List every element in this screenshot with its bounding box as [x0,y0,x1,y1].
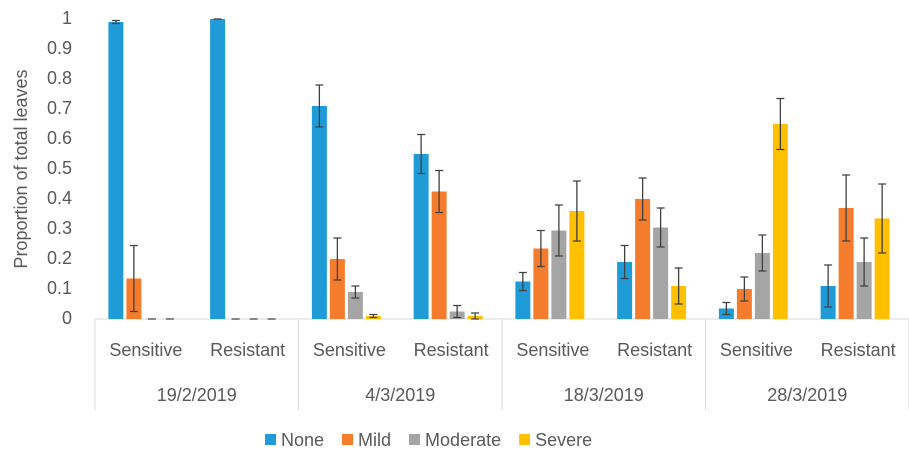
error-bar [315,84,324,128]
error-bar [824,264,833,308]
bar [635,199,651,319]
error-bar [417,133,426,175]
bar [431,191,447,319]
y-tick-label: 0.8 [47,68,72,88]
bar [108,22,124,319]
bar [413,154,429,319]
y-tick-label: 0 [62,308,72,328]
legend-label: Severe [535,430,592,450]
y-tick-label: 0.1 [47,278,72,298]
error-bar [111,19,120,25]
y-axis-title: Proportion of total leaves [11,69,31,268]
group-label: 18/3/2019 [564,385,644,405]
y-tick-label: 0.3 [47,218,72,238]
legend-swatch [265,434,276,445]
error-bar [674,267,683,305]
bar [329,259,345,319]
legend-label: Mild [358,430,391,450]
group-label: 4/3/2019 [365,385,435,405]
legend-swatch [409,434,421,445]
bar [856,262,872,319]
bar [838,208,854,319]
bar [736,289,752,319]
y-tick-label: 0.9 [47,38,72,58]
bar [569,211,585,319]
x-tick-label: Resistant [821,340,896,360]
x-tick-label: Sensitive [516,340,589,360]
y-tick-label: 0.2 [47,248,72,268]
y-tick-label: 0.5 [47,158,72,178]
legend-swatch [519,434,531,445]
error-bar [572,180,581,242]
x-tick-label: Sensitive [720,340,793,360]
error-bar [351,285,360,299]
y-tick-label: 0.6 [47,128,72,148]
bar [551,230,567,319]
x-tick-label: Resistant [617,340,692,360]
error-bar [471,312,480,320]
error-bar [333,237,342,281]
error-bar [758,234,767,272]
error-bar [518,271,527,292]
error-bar [435,169,444,214]
error-bar [656,207,665,248]
bar [653,227,669,319]
error-bar [453,304,462,319]
error-bar [536,229,545,268]
error-bar [722,301,731,316]
x-tick-label: Sensitive [109,340,182,360]
error-bar [129,244,138,313]
x-tick-label: Sensitive [313,340,386,360]
bar [617,262,633,319]
y-tick-label: 1 [62,8,72,28]
group-label: 28/3/2019 [767,385,847,405]
bar [311,106,327,319]
y-tick-label: 0.4 [47,188,72,208]
error-bar [860,237,869,287]
x-tick-label: Resistant [210,340,285,360]
bar [772,124,788,319]
bar [874,218,890,319]
error-bar [776,97,785,151]
error-bar [842,174,851,242]
bar [347,292,363,319]
error-bar [740,276,749,302]
error-bar [620,244,629,280]
bar [210,19,226,319]
legend-swatch [342,434,354,445]
error-bar [878,183,887,254]
x-tick-label: Resistant [414,340,489,360]
group-label: 19/2/2019 [157,385,237,405]
error-bar [638,177,647,221]
error-bar [369,313,378,319]
bar [754,253,770,319]
y-tick-label: 0.7 [47,98,72,118]
legend-label: None [281,430,324,450]
error-bar [554,204,563,257]
legend-label: Moderate [425,430,501,450]
